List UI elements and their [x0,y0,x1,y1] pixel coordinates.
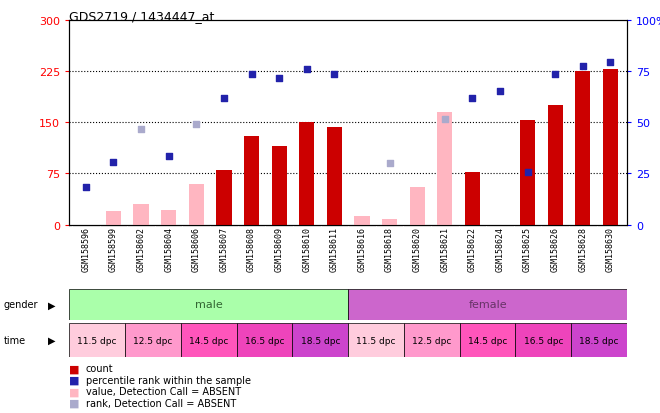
Text: GSM158621: GSM158621 [440,227,449,272]
Point [522,169,533,176]
Text: GSM158607: GSM158607 [219,227,228,272]
Text: 18.5 dpc: 18.5 dpc [579,336,619,345]
Text: 12.5 dpc: 12.5 dpc [412,336,451,345]
Text: GSM158604: GSM158604 [164,227,173,272]
Point [329,72,340,78]
Bar [69,323,125,357]
Text: 16.5 dpc: 16.5 dpc [245,336,284,345]
Text: GSM158622: GSM158622 [468,227,477,272]
Bar [572,323,627,357]
Text: ▶: ▶ [48,335,55,345]
Text: rank, Detection Call = ABSENT: rank, Detection Call = ABSENT [86,398,236,408]
Bar [382,220,397,225]
Point [605,59,616,66]
Text: ■: ■ [69,363,80,373]
Point [495,89,506,95]
Point [164,154,174,160]
Bar [576,72,591,225]
Point [467,96,478,102]
Bar [271,147,286,225]
Text: ▶: ▶ [48,299,55,310]
Bar [404,323,460,357]
Bar [348,323,404,357]
Text: GSM158624: GSM158624 [496,227,504,272]
Point [274,75,284,82]
Bar [515,323,572,357]
Point [550,72,560,78]
Bar [327,128,342,225]
Text: GSM158609: GSM158609 [275,227,284,272]
Text: time: time [3,335,26,345]
Text: 14.5 dpc: 14.5 dpc [189,336,228,345]
Bar [133,205,149,225]
Point [302,66,312,73]
Text: count: count [86,363,114,373]
Text: GSM158602: GSM158602 [137,227,146,272]
Bar [460,323,515,357]
Bar [216,171,232,225]
Bar [161,210,176,225]
Text: GSM158628: GSM158628 [578,227,587,272]
Text: value, Detection Call = ABSENT: value, Detection Call = ABSENT [86,387,241,396]
Bar [548,106,563,225]
Bar [520,121,535,225]
Bar [299,123,314,225]
Text: gender: gender [3,299,38,310]
Point [246,72,257,78]
Text: GSM158626: GSM158626 [550,227,560,272]
Point [578,64,588,70]
Text: GSM158606: GSM158606 [192,227,201,272]
Text: GSM158596: GSM158596 [81,227,90,272]
Text: GSM158608: GSM158608 [247,227,256,272]
Text: GSM158625: GSM158625 [523,227,532,272]
Text: female: female [468,299,507,310]
Bar [465,173,480,225]
Point [191,121,201,128]
Text: 18.5 dpc: 18.5 dpc [300,336,340,345]
Text: GSM158618: GSM158618 [385,227,394,272]
Text: GSM158611: GSM158611 [330,227,339,272]
Bar [244,136,259,225]
Text: GSM158620: GSM158620 [412,227,422,272]
Bar [292,323,348,357]
Point [384,160,395,167]
Text: percentile rank within the sample: percentile rank within the sample [86,375,251,385]
Point [440,116,450,123]
Text: ■: ■ [69,398,80,408]
Text: GSM158610: GSM158610 [302,227,312,272]
Text: GSM158616: GSM158616 [358,227,366,272]
Text: 11.5 dpc: 11.5 dpc [77,336,117,345]
Text: 12.5 dpc: 12.5 dpc [133,336,173,345]
Point [136,126,147,133]
Bar [348,289,627,320]
Text: male: male [195,299,222,310]
Bar [237,323,292,357]
Point [81,184,91,191]
Bar [181,323,237,357]
Text: GSM158630: GSM158630 [606,227,615,272]
Bar [189,184,204,225]
Bar [410,188,425,225]
Bar [106,211,121,225]
Text: 11.5 dpc: 11.5 dpc [356,336,396,345]
Bar [437,113,452,225]
Bar [603,70,618,225]
Text: ■: ■ [69,387,80,396]
Bar [125,323,181,357]
Point [108,159,119,166]
Point [218,96,229,102]
Bar [69,289,348,320]
Text: GSM158599: GSM158599 [109,227,118,272]
Text: 16.5 dpc: 16.5 dpc [523,336,563,345]
Text: 14.5 dpc: 14.5 dpc [468,336,508,345]
Bar [354,217,370,225]
Text: GDS2719 / 1434447_at: GDS2719 / 1434447_at [69,10,214,23]
Text: ■: ■ [69,375,80,385]
